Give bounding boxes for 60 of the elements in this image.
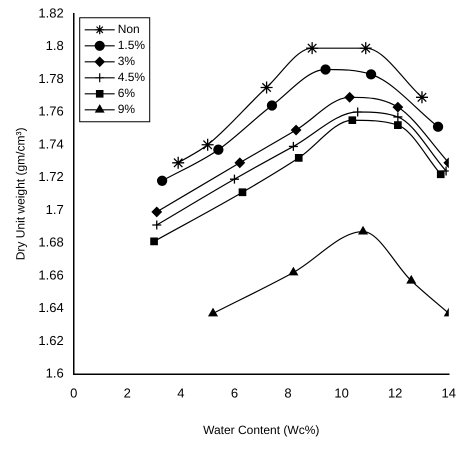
point (229, 174, 240, 184)
point (359, 42, 372, 55)
legend-label: 9% (118, 102, 136, 116)
y-tick-label: 1.66 (38, 267, 64, 282)
legend-label: 3% (118, 54, 136, 68)
legend-label: Non (118, 22, 140, 36)
point (432, 122, 444, 132)
point (172, 156, 185, 170)
x-tick-label: 2 (124, 385, 131, 400)
point (150, 238, 158, 246)
point (213, 144, 224, 155)
x-tick-label: 14 (442, 385, 456, 400)
y-tick-label: 1.78 (38, 70, 64, 86)
y-tick-label: 1.6 (46, 366, 64, 381)
point (208, 308, 218, 316)
point (436, 170, 445, 178)
y-tick-label: 1.7 (46, 202, 64, 217)
x-tick-label: 10 (334, 385, 349, 400)
x-tick-label: 12 (388, 385, 402, 400)
x-tick-label: 0 (70, 385, 78, 400)
x-tick-label: 6 (230, 385, 238, 400)
point (305, 42, 319, 55)
point (260, 80, 274, 94)
y-tick-label: 1.64 (38, 300, 64, 316)
point (201, 138, 214, 152)
point (294, 154, 303, 162)
point (392, 102, 404, 112)
point (156, 176, 168, 186)
legend-label: 4.5% (118, 70, 146, 84)
y-tick-label: 1.62 (38, 332, 64, 348)
point (344, 92, 355, 102)
point (234, 158, 245, 168)
point (290, 124, 302, 136)
point (392, 112, 404, 122)
y-tick-label: 1.76 (38, 104, 64, 119)
point (152, 206, 162, 218)
y-tick-label: 1.8 (46, 38, 64, 54)
y-tick-label: 1.82 (38, 5, 64, 20)
point (288, 267, 298, 276)
y-tick-label: 1.74 (38, 136, 64, 152)
x-tick-label: 8 (284, 385, 292, 400)
point (358, 226, 368, 234)
point (152, 220, 162, 230)
legend-label: 6% (118, 86, 136, 100)
point (288, 141, 299, 152)
point (320, 64, 331, 75)
x-tick-label: 4 (177, 385, 184, 400)
point (415, 90, 429, 104)
point (348, 116, 356, 124)
legend-label: 1.5% (118, 38, 146, 52)
point (266, 100, 278, 111)
y-tick-label: 1.72 (38, 169, 64, 184)
y-axis-title: Dry Unit weight (gm/cm³) (14, 128, 28, 260)
point (238, 188, 246, 196)
point (352, 106, 363, 118)
point (406, 276, 416, 284)
point (394, 121, 402, 129)
point (366, 69, 376, 80)
y-tick-label: 1.68 (38, 234, 64, 250)
x-axis-title: Water Content (Wc%) (203, 423, 320, 438)
